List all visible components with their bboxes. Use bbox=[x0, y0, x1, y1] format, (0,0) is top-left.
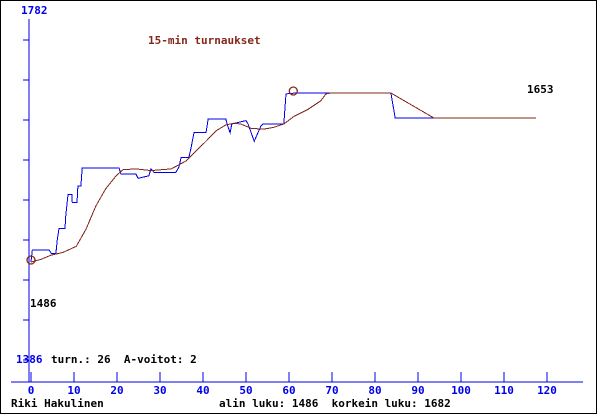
peak-marker bbox=[288, 86, 298, 96]
rating-series bbox=[30, 92, 434, 263]
x-axis-tick-label: 70 bbox=[325, 384, 338, 397]
x-axis-tick-label: 10 bbox=[67, 384, 80, 397]
x-axis-tick-label: 60 bbox=[282, 384, 295, 397]
chart-canvas: 0 10 20 30 40 50 60 70 80 90 100 110 120 bbox=[11, 19, 583, 397]
x-axis-tick-label: 110 bbox=[494, 384, 514, 397]
x-axis-tick-label: 100 bbox=[451, 384, 471, 397]
start-marker bbox=[26, 255, 36, 265]
x-axis-tick-label: 90 bbox=[411, 384, 424, 397]
final-value-label: 1653 bbox=[527, 83, 554, 96]
footer-player-name: Riki Hakulinen bbox=[11, 397, 104, 410]
x-axis-tick-label: 40 bbox=[196, 384, 209, 397]
footer-summary: alin luku: 1486 korkein luku: 1682 bbox=[219, 397, 451, 410]
x-axis-tick-label: 50 bbox=[239, 384, 252, 397]
average-series bbox=[30, 92, 536, 263]
x-axis-tick-label: 0 bbox=[28, 384, 35, 397]
x-axis-tick-label: 30 bbox=[153, 384, 166, 397]
x-axis-tick-label: 80 bbox=[368, 384, 381, 397]
y-axis-top-label: 1782 bbox=[21, 4, 48, 17]
y-axis-bottom-label: 1386 bbox=[16, 353, 43, 366]
chart-title: 15-min turnaukset bbox=[148, 34, 261, 47]
x-axis-tick-label: 120 bbox=[537, 384, 557, 397]
start-value-label: 1486 bbox=[30, 297, 57, 310]
status-text: turn.: 26 A-voitot: 2 bbox=[51, 353, 197, 366]
x-axis-tick-label: 20 bbox=[110, 384, 123, 397]
